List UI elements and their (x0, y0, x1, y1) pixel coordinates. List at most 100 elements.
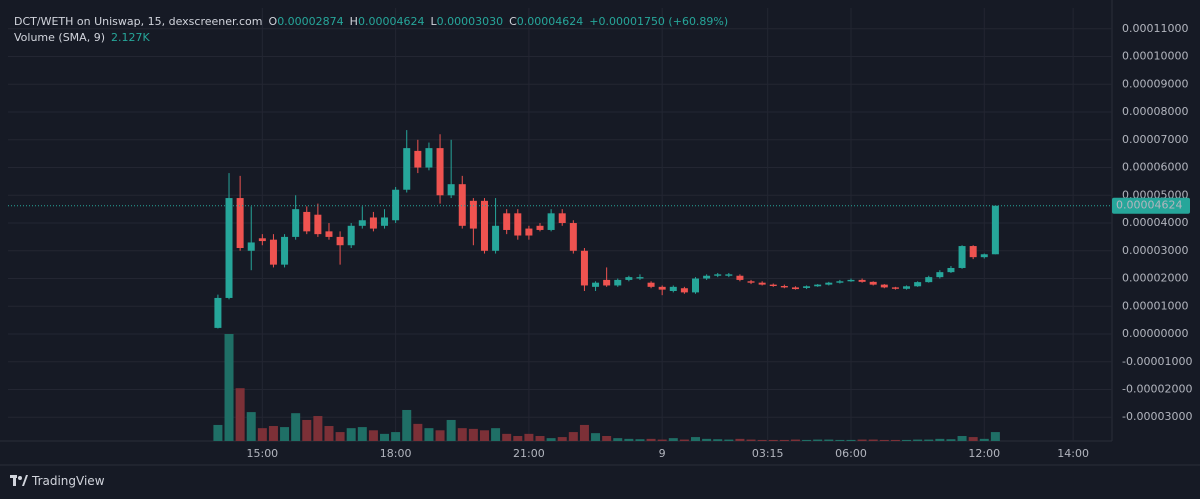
volume-bar (724, 439, 734, 441)
candle-body (492, 225, 500, 251)
low-value: 0.00003030 (436, 15, 504, 28)
y-tick-label: 0.00011000 (1122, 22, 1188, 35)
volume-bar (979, 438, 989, 441)
candle-body (836, 281, 844, 283)
candle-body (636, 277, 644, 279)
volume-bar (424, 428, 434, 441)
x-tick-label: 03:15 (752, 447, 784, 460)
volume-bar (879, 439, 889, 441)
candle-body (736, 275, 744, 280)
candle-body (758, 282, 766, 285)
candle-body (592, 282, 600, 287)
x-tick-label: 14:00 (1057, 447, 1089, 460)
y-tick-label: 0.00001000 (1122, 299, 1188, 312)
y-tick-label: 0.00000000 (1122, 327, 1188, 340)
candle-body (503, 213, 511, 230)
brand[interactable]: TradingView (10, 474, 105, 488)
ohlc-row: DCT/WETH on Uniswap, 15, dexscreener.com… (14, 14, 728, 30)
volume-bar (846, 439, 856, 441)
candle-body (469, 200, 477, 229)
candle-body (603, 279, 611, 286)
high-value: 0.00004624 (357, 15, 425, 28)
brand-logo (10, 475, 28, 486)
y-tick-label: 0.00007000 (1122, 133, 1188, 146)
volume-bar (579, 424, 589, 441)
volume-bar (246, 412, 256, 441)
candle-body (703, 275, 711, 279)
candle-body (336, 236, 344, 246)
open-value: 0.00002874 (277, 15, 344, 28)
candle-body (769, 284, 777, 287)
candle-body (303, 211, 311, 232)
volume-bar (491, 428, 501, 441)
candle-body (692, 278, 700, 293)
volume-bar (691, 437, 701, 441)
volume-value: 2.127K (110, 31, 150, 44)
candle-body (669, 286, 677, 292)
brand-name: TradingView (32, 474, 105, 488)
last-price-label: 0.00004624 (1116, 199, 1182, 212)
volume-bar (413, 423, 423, 441)
volume-bar (402, 409, 412, 441)
volume-bar (890, 439, 900, 441)
volume-bar (380, 433, 390, 441)
candle-body (891, 287, 899, 289)
candle-body (936, 272, 944, 278)
candle-body (236, 198, 244, 249)
volume-bar (768, 439, 778, 441)
candle-body (425, 148, 433, 168)
candle-body (480, 200, 488, 251)
last-price-tag (1112, 197, 1190, 214)
volume-bar (257, 428, 267, 441)
candle-body (247, 242, 255, 251)
candle-body (292, 209, 300, 237)
candle-body (225, 198, 233, 298)
volume-bar (946, 439, 956, 441)
candle-body (647, 282, 655, 287)
candle-body (392, 189, 400, 221)
volume-bar (913, 439, 923, 441)
candle-body (314, 214, 322, 235)
y-tick-label: 0.00008000 (1122, 105, 1188, 118)
candle-body (780, 286, 788, 288)
low-key: L (430, 15, 437, 28)
high-key: H (349, 15, 358, 28)
volume-bar (557, 437, 567, 441)
candle-body (969, 246, 977, 258)
volume-bar (990, 432, 1000, 441)
volume-bar (802, 439, 812, 441)
volume-bar (391, 432, 401, 441)
candle-body (803, 286, 811, 288)
change-value: +0.00001750 (+60.89%) (589, 15, 729, 28)
volume-bar (624, 438, 634, 441)
candle-body (814, 284, 822, 287)
candle-body (980, 254, 988, 258)
volume-bar (957, 436, 967, 441)
volume-bar (713, 439, 723, 441)
candle-body (514, 213, 522, 236)
candle-body (325, 231, 333, 237)
candle-body (791, 287, 799, 290)
open-key: O (268, 15, 278, 28)
y-tick-label: 0.00002000 (1122, 272, 1188, 285)
x-tick-label: 06:00 (835, 447, 867, 460)
candle-body (947, 267, 955, 273)
candle-body (281, 236, 289, 265)
volume-bar (268, 426, 278, 441)
volume-bar (546, 438, 556, 441)
volume-bar (968, 437, 978, 441)
volume-bar (535, 436, 545, 441)
volume-title: Volume (SMA, 9) (14, 31, 105, 44)
candle-body (214, 297, 222, 328)
volume-bar (757, 439, 767, 441)
volume-bar (668, 438, 678, 441)
symbol-title: DCT/WETH on Uniswap, 15, dexscreener.com (14, 15, 263, 28)
volume-bar (213, 424, 223, 441)
volume-bar (313, 416, 323, 441)
x-tick-label: 9 (659, 447, 666, 460)
candle-body (747, 281, 755, 283)
x-tick-label: 21:00 (513, 447, 545, 460)
volume-bar (513, 436, 523, 441)
volume-bar (702, 438, 712, 441)
